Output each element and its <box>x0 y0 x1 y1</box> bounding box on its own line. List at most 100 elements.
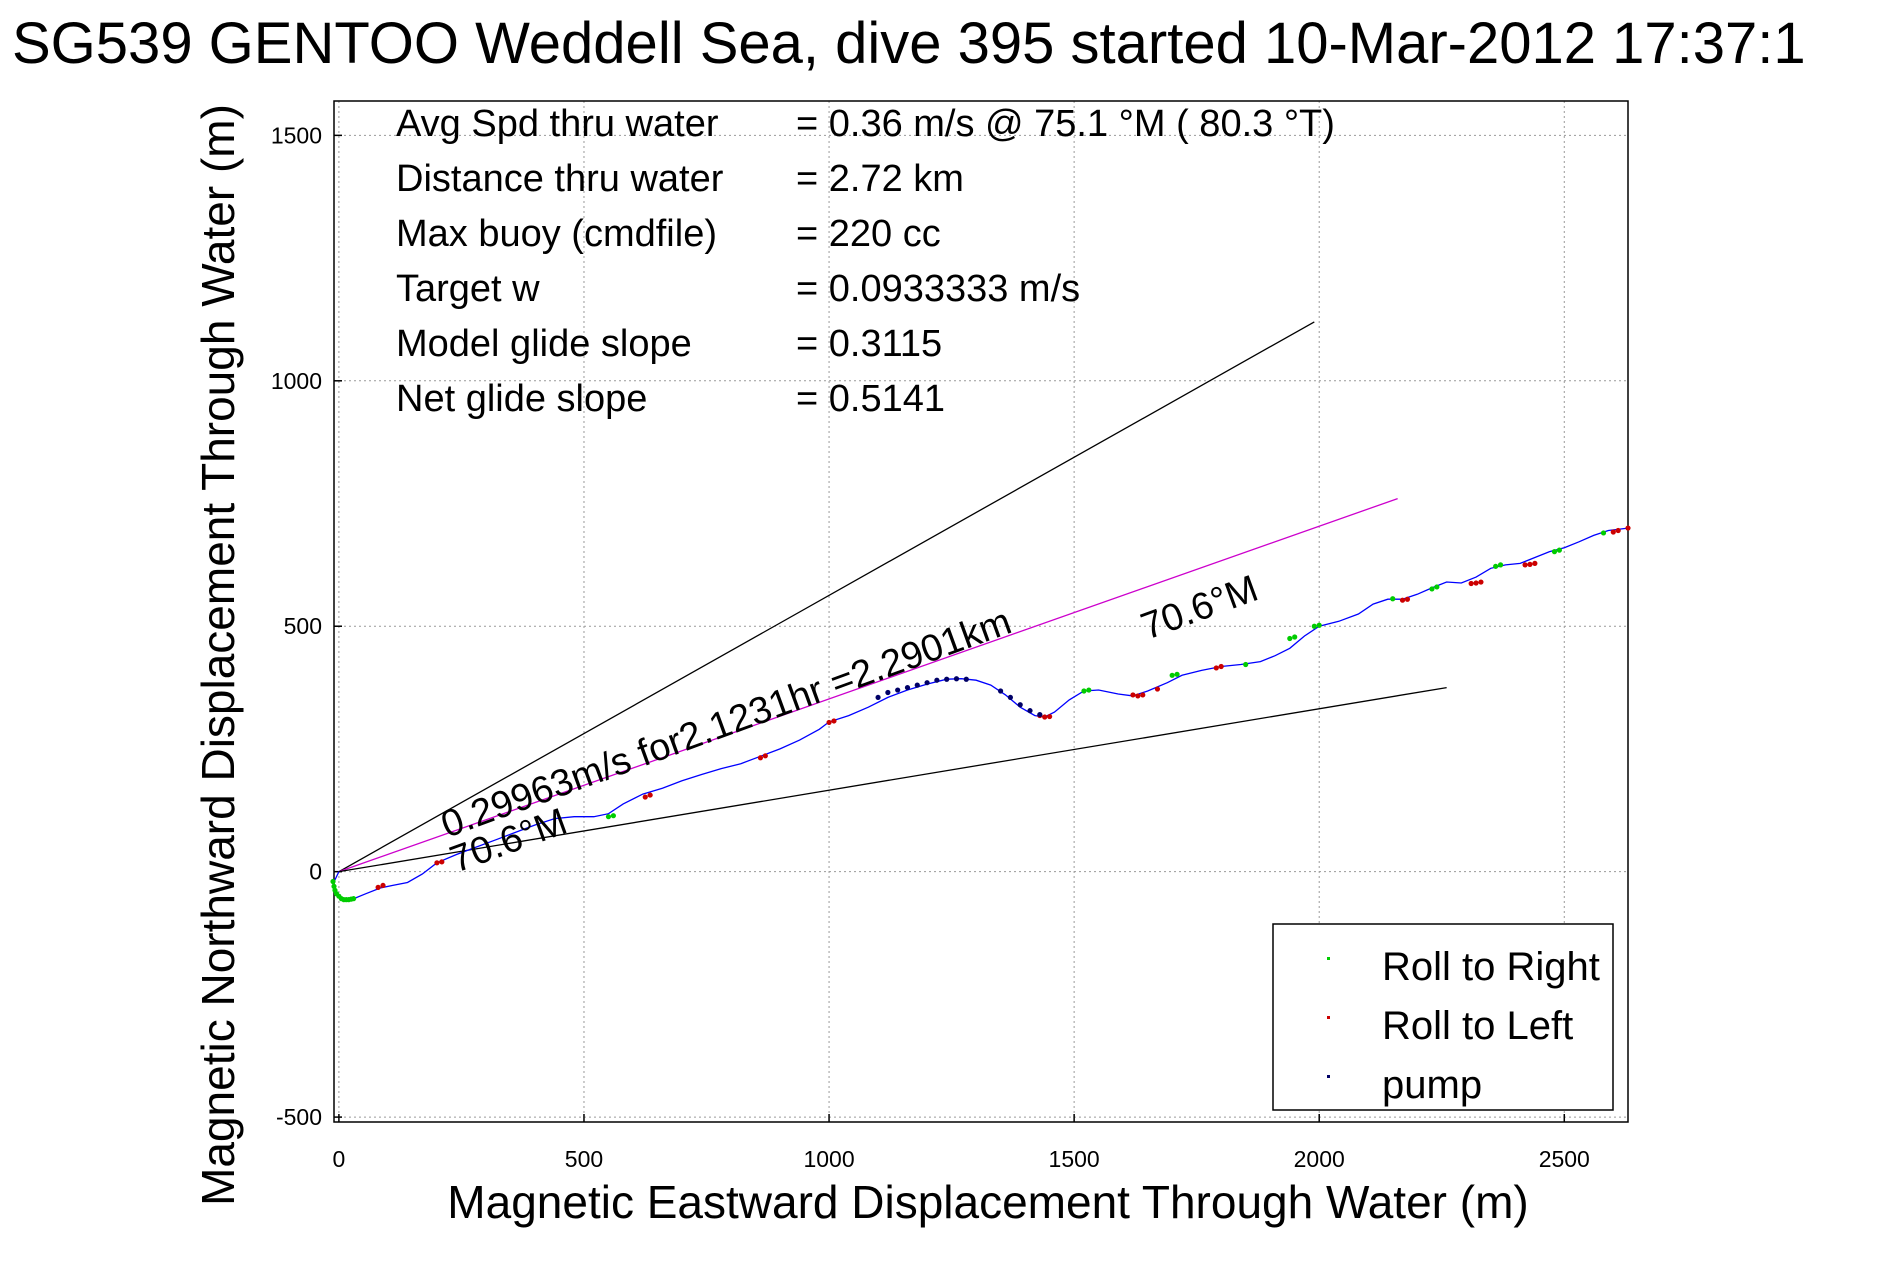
x-tick-label: 1500 <box>1049 1146 1100 1172</box>
chart-title: SG539 GENTOO Weddell Sea, dive 395 start… <box>12 11 1806 76</box>
legend-marker-roll-right <box>1327 957 1330 960</box>
roll-right-point <box>1287 635 1293 642</box>
roll-right-point <box>351 896 357 902</box>
legend-label-roll-right: Roll to Right <box>1382 945 1600 989</box>
x-tick-label: 500 <box>565 1146 603 1172</box>
pump-point <box>875 694 881 701</box>
stats-block: Avg Spd thru water = 0.36 m/s @ 75.1 °M … <box>396 103 1335 420</box>
plot-frame <box>333 100 1629 1123</box>
stat-label-max-buoy: Max buoy (cmdfile) <box>396 213 717 255</box>
stat-label-model-glide: Model glide slope <box>396 323 692 365</box>
stat-value-max-buoy: = 220 cc <box>796 213 941 255</box>
x-tick-label: 2000 <box>1294 1146 1345 1172</box>
roll-right-point <box>605 814 612 820</box>
grid <box>334 101 1628 1122</box>
roll-left-point <box>1527 561 1533 567</box>
roll-left-point <box>647 792 653 798</box>
x-axis-ticks: 0 500 1000 1500 2000 2500 <box>333 1114 1590 1172</box>
roll-left-point <box>1625 525 1631 531</box>
roll-right-point <box>330 878 336 885</box>
roll-left-point <box>434 860 440 866</box>
pump-point <box>1017 702 1023 708</box>
pump-point <box>895 687 901 693</box>
roll-left-point <box>1135 693 1141 699</box>
roll-right-point <box>1497 562 1504 568</box>
roll-left-point <box>826 719 832 726</box>
y-tick-label: 500 <box>284 613 322 639</box>
roll-left-point <box>1532 560 1538 566</box>
roll-right-point <box>1429 586 1435 592</box>
markers <box>330 525 1631 903</box>
y-axis-label: Magnetic Northward Displacement Through … <box>192 104 244 1206</box>
stat-value-model-glide: = 0.3115 <box>796 323 942 365</box>
roll-right-point <box>1081 688 1087 694</box>
ref-line-lower-bound <box>338 686 1447 873</box>
stat-label-avg-speed: Avg Spd thru water <box>396 103 719 145</box>
roll-left-point <box>1615 527 1621 534</box>
roll-left-point <box>1218 663 1224 670</box>
roll-right-point <box>1243 661 1249 668</box>
x-axis-label: Magnetic Eastward Displacement Through W… <box>447 1176 1528 1228</box>
roll-left-point <box>1154 686 1161 692</box>
heading-annotation-upper: 70.6°M <box>1136 568 1264 649</box>
roll-left-point <box>1042 714 1048 720</box>
pump-point <box>924 680 930 686</box>
roll-left-point <box>757 755 764 761</box>
roll-right-point <box>1086 687 1092 693</box>
x-tick-label: 2500 <box>1539 1146 1590 1172</box>
reference-lines <box>338 321 1447 873</box>
roll-right-point <box>1493 563 1499 569</box>
roll-left-point <box>375 884 381 890</box>
roll-left-point <box>1213 665 1219 671</box>
roll-left-point <box>831 718 837 724</box>
roll-left-point <box>1522 562 1528 568</box>
legend-label-pump: pump <box>1382 1063 1482 1107</box>
pump-point <box>1007 694 1014 701</box>
roll-left-point <box>439 859 445 865</box>
pump-point <box>904 684 911 691</box>
roll-right-point <box>1551 549 1558 555</box>
legend: Roll to Right Roll to Left pump <box>1272 923 1614 1111</box>
track-line <box>332 527 1629 901</box>
roll-left-point <box>642 794 648 800</box>
roll-right-point <box>1311 623 1317 629</box>
roll-right-point <box>1169 672 1175 678</box>
y-tick-label: -500 <box>276 1104 322 1130</box>
x-tick-label: 1000 <box>803 1146 854 1172</box>
y-tick-label: 1000 <box>271 368 322 394</box>
pump-point <box>953 676 960 682</box>
pump-point <box>934 677 940 683</box>
ref-line-target-course <box>338 497 1398 873</box>
legend-marker-roll-left <box>1327 1016 1330 1019</box>
ref-line-upper-bound <box>338 321 1315 873</box>
y-axis-ticks: -500 0 500 1000 1500 <box>271 122 342 1130</box>
y-tick-label: 0 <box>309 859 322 885</box>
roll-right-point <box>331 883 337 889</box>
roll-right-point <box>1292 634 1298 640</box>
stat-value-target-w: = 0.0933333 m/s <box>796 268 1080 310</box>
roll-left-point <box>1478 579 1484 585</box>
stat-value-net-glide: = 0.5141 <box>796 378 945 420</box>
pump-point <box>914 682 920 688</box>
pump-point <box>885 689 891 696</box>
pump-point <box>1027 708 1033 714</box>
roll-right-point <box>1316 622 1322 628</box>
pump-point <box>963 676 969 682</box>
roll-left-point <box>1140 692 1146 698</box>
legend-label-roll-left: Roll to Left <box>1382 1004 1573 1048</box>
stat-label-net-glide: Net glide slope <box>396 378 647 420</box>
roll-right-point <box>1556 547 1562 553</box>
roll-left-point <box>1610 529 1616 535</box>
legend-marker-pump <box>1327 1075 1330 1078</box>
stat-label-distance: Distance thru water <box>396 158 724 200</box>
y-tick-label: 1500 <box>271 122 322 148</box>
track <box>332 527 1629 901</box>
roll-left-point <box>1404 596 1411 602</box>
stat-value-distance: = 2.72 km <box>796 158 964 200</box>
roll-right-point <box>1434 584 1440 590</box>
pump-point <box>998 688 1004 694</box>
roll-left-point <box>380 882 386 889</box>
roll-right-point <box>1600 530 1607 536</box>
roll-left-point <box>1468 580 1474 587</box>
